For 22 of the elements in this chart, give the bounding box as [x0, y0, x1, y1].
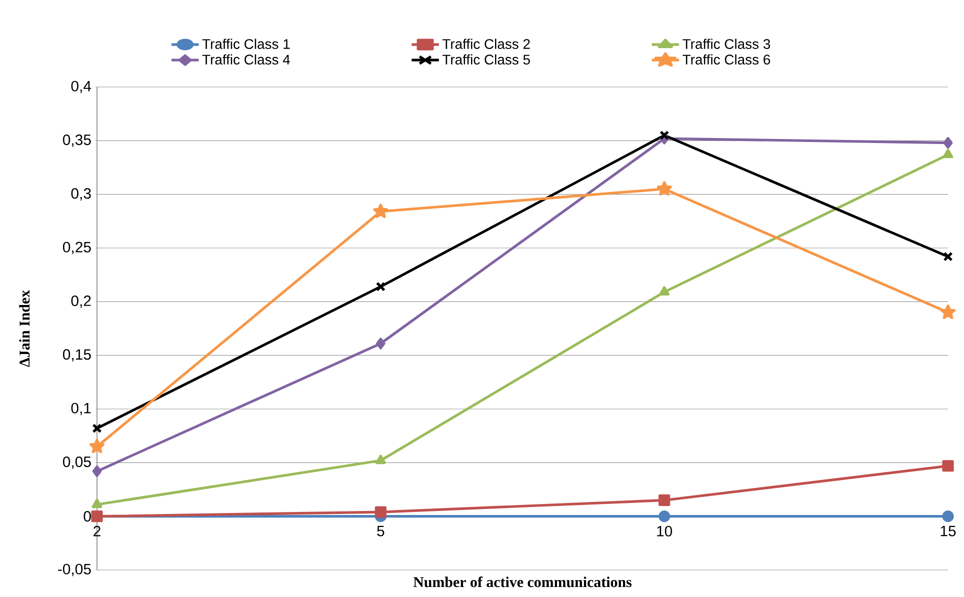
x-axis-title: Number of active communications: [413, 576, 632, 588]
y-tick-label: 0,1: [71, 402, 91, 416]
legend-label: Traffic Class 2: [442, 38, 530, 49]
legend-label: Traffic Class 4: [202, 54, 290, 65]
legend-label: Traffic Class 1: [202, 38, 290, 49]
legend-label: Traffic Class 6: [682, 54, 770, 65]
x-tick-label: 5: [377, 526, 384, 536]
legend-label: Traffic Class 5: [442, 54, 530, 65]
y-tick-label: 0,25: [62, 242, 91, 254]
y-axis-title: ΔJain Index: [19, 290, 30, 367]
y-tick-label: 0,35: [62, 134, 91, 147]
x-tick-label: 2: [94, 526, 100, 536]
x-tick-label: 10: [657, 526, 672, 536]
legend-label: Traffic Class 3: [682, 38, 770, 49]
y-tick-label: 0,3: [71, 188, 91, 200]
y-tick-label: 0,05: [62, 456, 91, 469]
y-tick-label: 0,15: [62, 349, 91, 362]
y-tick-label: 0: [84, 511, 91, 522]
x-tick-label: 15: [940, 526, 956, 536]
y-tick-label: 0,4: [71, 80, 92, 94]
y-tick-label: -0,05: [58, 564, 91, 576]
y-tick-label: 0,2: [71, 295, 91, 308]
